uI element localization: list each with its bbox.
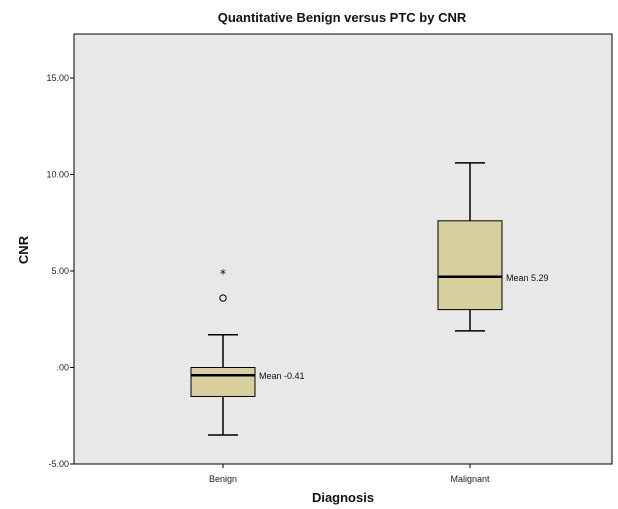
plot-area [73, 33, 613, 465]
extreme-point: * [220, 267, 226, 281]
y-axis: -5.00 .00 5.00 10.00 15.00 [46, 73, 74, 469]
box-benign: Mean -0.41 * [190, 267, 305, 436]
y-tick-label: -5.00 [48, 459, 69, 469]
iqr-box [190, 367, 256, 397]
iqr-box [437, 220, 503, 311]
x-tick-label-benign: Benign [209, 474, 237, 484]
y-axis-title: CNR [16, 235, 31, 264]
outlier-point [219, 294, 227, 302]
boxes: Mean -0.41 * Mean 5.29 [190, 162, 549, 436]
x-axis-title: Diagnosis [312, 490, 374, 505]
chart-title: Quantitative Benign versus PTC by CNR [218, 10, 467, 25]
y-tick-label: 10.00 [46, 170, 69, 180]
y-tick-label: .00 [56, 363, 69, 373]
x-tick-label-malignant: Malignant [450, 474, 490, 484]
box-malignant: Mean 5.29 [437, 162, 549, 332]
mean-label: Mean -0.41 [259, 371, 305, 381]
mean-label: Mean 5.29 [506, 273, 549, 283]
x-axis: Benign Malignant [209, 464, 490, 484]
y-tick-label: 15.00 [46, 73, 69, 83]
y-tick-label: 5.00 [51, 266, 69, 276]
